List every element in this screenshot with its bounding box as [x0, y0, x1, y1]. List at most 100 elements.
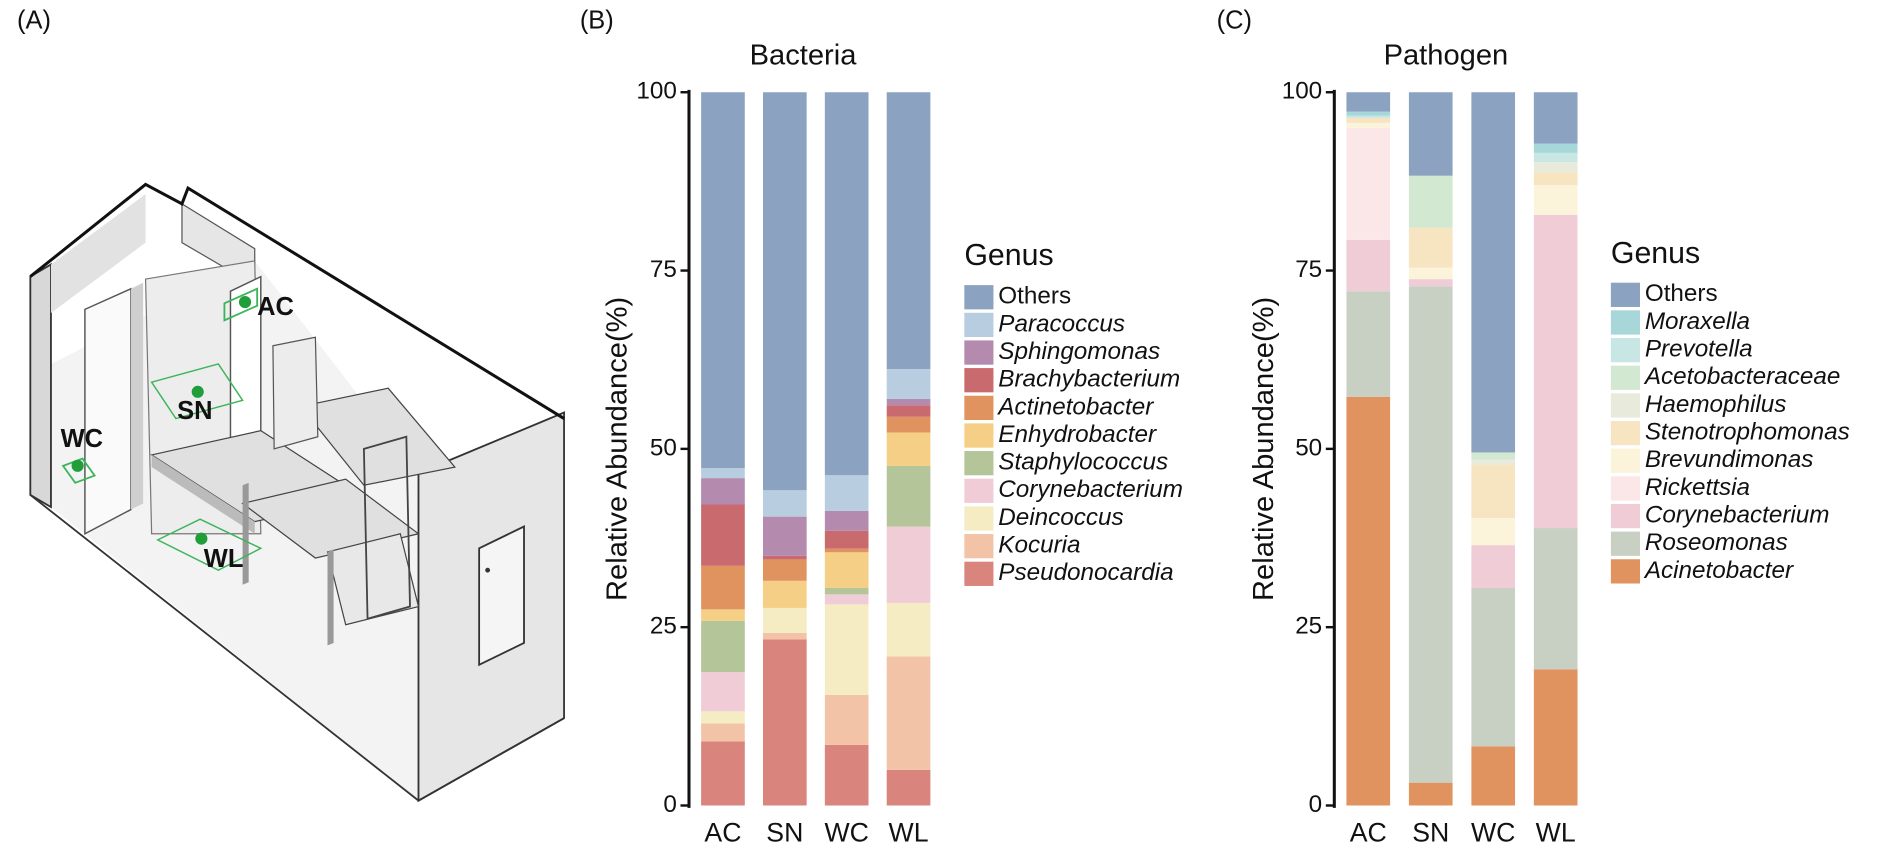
bar-segment — [824, 744, 869, 806]
legend-label: Pseudonocardia — [998, 559, 1173, 586]
legend-label: Brevundimonas — [1645, 446, 1814, 473]
bed — [326, 533, 420, 626]
legend-label: Actinetobacter — [996, 393, 1154, 420]
y-axis-label: Relative Abundance(%) — [601, 297, 633, 601]
bar-segment — [1471, 518, 1516, 546]
bar-segment — [824, 475, 869, 511]
bar-segment — [1346, 396, 1391, 806]
legend-swatch — [1610, 310, 1640, 335]
bar-segment — [1346, 239, 1391, 292]
bar-segment — [1471, 92, 1516, 453]
bed — [151, 454, 255, 534]
x-tick-label: WC — [1471, 818, 1515, 848]
site-label: AC — [257, 293, 294, 321]
door-knob — [485, 567, 491, 573]
legend-label: Haemophilus — [1645, 391, 1787, 418]
bed — [241, 478, 420, 559]
bar-segment — [1346, 115, 1391, 118]
legend-label: Deincoccus — [998, 504, 1123, 531]
bar-segment — [886, 432, 931, 466]
bar-segment — [824, 548, 869, 553]
legend-label: Stenotrophomonas — [1645, 419, 1850, 446]
bar-segment — [824, 530, 869, 549]
bar-segment — [886, 416, 931, 433]
legend-swatch — [1610, 337, 1640, 363]
bar-segment — [701, 723, 745, 742]
bar-segment — [1408, 286, 1453, 783]
bed — [299, 387, 457, 486]
bar-segment — [824, 694, 869, 745]
bar-segment — [1408, 227, 1453, 268]
legend-label: Rickettsia — [1645, 474, 1750, 501]
legend-label: Roseomonas — [1645, 529, 1788, 556]
bar-segment — [701, 672, 745, 712]
bar-segment — [762, 92, 807, 491]
bar-segment — [1408, 92, 1453, 176]
y-tick-label: 0 — [1309, 791, 1323, 818]
chart-title: Bacteria — [750, 40, 858, 72]
y-tick-label: 0 — [663, 791, 677, 818]
site-label: SN — [177, 397, 212, 425]
bar-segment — [824, 594, 869, 605]
legend-swatch — [1610, 282, 1640, 307]
legend-label: Enhydrobacter — [998, 421, 1157, 448]
shelf — [272, 336, 319, 450]
bar-segment — [1533, 172, 1578, 185]
bar-segment — [1533, 162, 1578, 173]
y-tick-label: 25 — [650, 613, 677, 640]
bar-segment — [824, 510, 869, 531]
x-tick-label: AC — [704, 818, 741, 848]
bar-segment — [824, 92, 869, 476]
bar-segment — [701, 468, 745, 479]
y-tick-label: 50 — [650, 434, 677, 461]
partition — [327, 549, 334, 646]
legend-label: Paracoccus — [998, 310, 1125, 337]
sampler-outline — [150, 363, 244, 420]
bar-segment — [1346, 122, 1391, 128]
legend-label: Acetobacteraceae — [1643, 363, 1840, 390]
bar-segment — [762, 632, 807, 640]
bar-segment — [1533, 528, 1578, 670]
sampler-outline — [223, 287, 259, 322]
bar-segment — [886, 769, 931, 806]
bar-segment — [1471, 459, 1516, 465]
bar-segment — [1471, 746, 1516, 806]
partition — [84, 287, 132, 535]
legend-swatch — [964, 340, 994, 365]
bar-segment — [886, 398, 931, 406]
bar-segment — [1533, 92, 1578, 144]
y-tick-label: 25 — [1295, 613, 1322, 640]
bar-segment — [1533, 669, 1578, 806]
legend-swatch — [1610, 503, 1640, 529]
roof-edge — [29, 182, 565, 420]
legend-label: Moraxella — [1645, 308, 1750, 335]
legend-swatch — [1610, 476, 1640, 501]
legend-swatch — [964, 451, 994, 476]
bar-segment — [1471, 452, 1516, 460]
bar-segment — [1533, 152, 1578, 163]
x-tick-label: AC — [1350, 818, 1387, 848]
legend-swatch — [1610, 531, 1640, 556]
bar-segment — [1471, 464, 1516, 519]
bar-segment — [1408, 782, 1453, 806]
legend-title: Genus — [964, 239, 1053, 272]
bar-segment — [762, 516, 807, 556]
legend-label: Acinetobacter — [1643, 557, 1794, 584]
bar-segment — [701, 92, 745, 469]
site-label: WL — [204, 545, 244, 573]
panel-label: (C) — [1217, 7, 1252, 35]
bar-segment — [701, 741, 745, 806]
x-tick-label: SN — [1412, 818, 1449, 848]
legend-swatch — [964, 423, 994, 448]
legend-swatch — [1610, 448, 1640, 473]
legend-swatch — [964, 534, 994, 559]
bar-segment — [1533, 184, 1578, 215]
sample-point — [191, 385, 204, 398]
legend-swatch — [964, 506, 994, 531]
bar-segment — [824, 552, 869, 588]
bar-segment — [762, 580, 807, 608]
legend-swatch — [964, 561, 994, 586]
bar-segment — [701, 565, 745, 610]
room-illustration: AC SN WC WL — [29, 182, 565, 803]
